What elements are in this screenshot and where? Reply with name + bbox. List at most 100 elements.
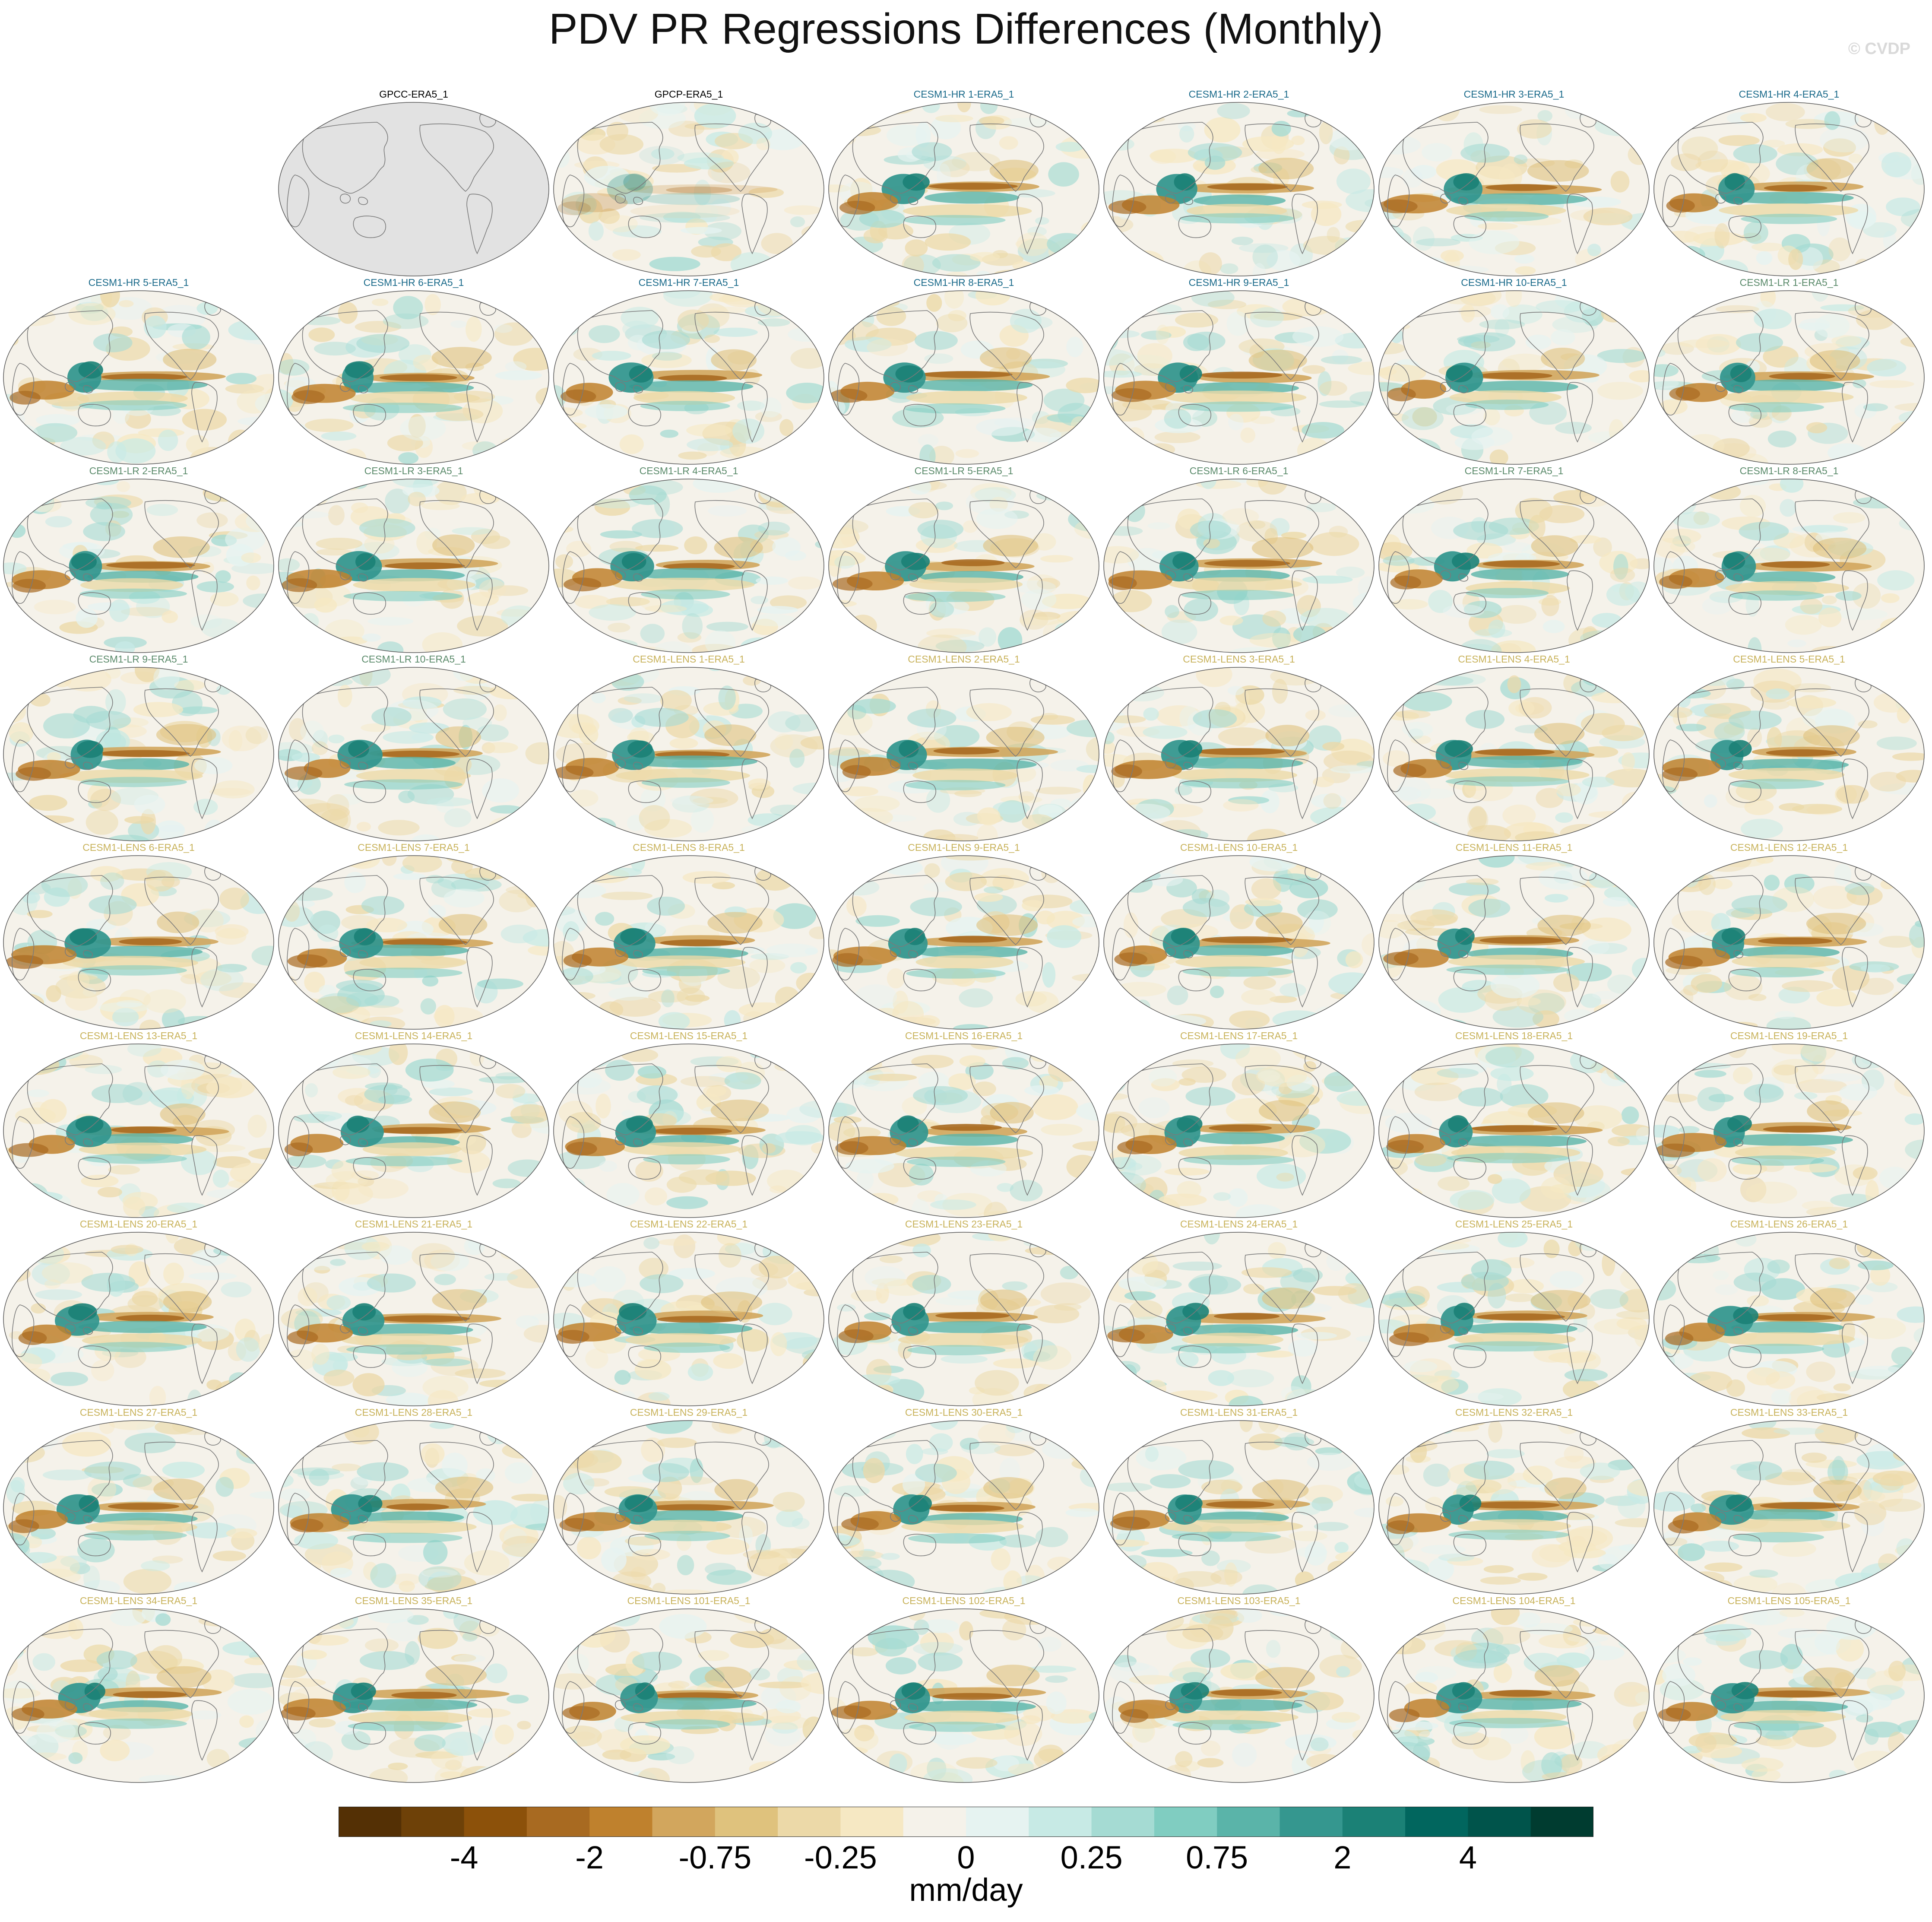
world-map	[1378, 1608, 1650, 1783]
panel-title: CESM1-HR 6-ERA5_1	[363, 277, 464, 288]
map-border	[3, 479, 274, 653]
colorbar-swatch	[1405, 1807, 1468, 1837]
panel-title: CESM1-LENS 1-ERA5_1	[633, 653, 745, 665]
world-map	[1103, 667, 1375, 841]
map-border	[1378, 290, 1650, 465]
panel-title: CESM1-LENS 104-ERA5_1	[1452, 1595, 1576, 1606]
coastlines	[1112, 490, 1321, 631]
map-border	[1103, 1043, 1375, 1218]
world-map	[1103, 855, 1375, 1030]
colorbar-swatch	[840, 1807, 904, 1837]
map-border	[1378, 855, 1650, 1030]
map-border	[828, 855, 1099, 1030]
map-border	[278, 1232, 549, 1406]
panel-title: CESM1-LENS 12-ERA5_1	[1730, 842, 1848, 853]
map-panel: CESM1-LENS 34-ERA5_1	[3, 1595, 275, 1783]
map-panel: CESM1-LENS 25-ERA5_1	[1378, 1218, 1650, 1407]
world-map	[1653, 102, 1925, 276]
panel-title: GPCP-ERA5_1	[654, 89, 723, 100]
coastlines	[1112, 867, 1321, 1008]
world-map	[278, 479, 549, 653]
coastlines	[12, 302, 221, 443]
map-panel: CESM1-LR 10-ERA5_1	[278, 653, 550, 842]
map-border	[3, 1232, 274, 1406]
map-border	[1653, 1420, 1925, 1595]
map-border	[278, 102, 549, 276]
map-border	[828, 1420, 1099, 1595]
map-panel: CESM1-LENS 26-ERA5_1	[1653, 1218, 1925, 1407]
map-panel: CESM1-LR 1-ERA5_1	[1653, 277, 1925, 465]
coastlines	[837, 1243, 1046, 1384]
panel-title: CESM1-LENS 35-ERA5_1	[355, 1595, 473, 1606]
world-map	[1378, 855, 1650, 1030]
map-panel: CESM1-HR 5-ERA5_1	[3, 277, 275, 465]
map-border	[1103, 667, 1375, 841]
coastlines	[287, 1243, 496, 1384]
coastlines	[837, 679, 1046, 819]
coastlines	[1662, 1620, 1872, 1761]
panel-title: CESM1-HR 3-ERA5_1	[1463, 89, 1565, 100]
figure-title: PDV PR Regressions Differences (Monthly)	[548, 5, 1384, 53]
panel-title: CESM1-LR 8-ERA5_1	[1739, 465, 1839, 476]
map-border	[1378, 1232, 1650, 1406]
panel-title: CESM1-LENS 5-ERA5_1	[1733, 653, 1845, 665]
colorbar-tick-label: -2	[575, 1840, 604, 1875]
map-panel: CESM1-HR 9-ERA5_1	[1103, 277, 1375, 465]
panel-title: CESM1-LENS 105-ERA5_1	[1727, 1595, 1851, 1606]
world-map	[278, 1043, 549, 1218]
map-border	[278, 290, 549, 465]
coastlines	[1662, 1432, 1872, 1573]
panel-title: CESM1-LR 2-ERA5_1	[89, 465, 188, 476]
world-map	[1378, 1043, 1650, 1218]
colorbar-swatch	[401, 1807, 465, 1837]
world-map	[1653, 1420, 1925, 1595]
map-border	[1103, 1608, 1375, 1783]
map-panel: CESM1-LENS 11-ERA5_1	[1378, 842, 1650, 1030]
world-map	[1653, 290, 1925, 465]
coastlines	[1662, 867, 1872, 1008]
colorbar-swatch	[589, 1807, 652, 1837]
panel-title: CESM1-LENS 23-ERA5_1	[905, 1218, 1023, 1230]
panel-title: CESM1-HR 9-ERA5_1	[1188, 277, 1289, 288]
colorbar-swatch	[1091, 1807, 1155, 1837]
map-border	[3, 290, 274, 465]
map-panel: CESM1-LENS 105-ERA5_1	[1653, 1595, 1925, 1783]
map-border	[1378, 1420, 1650, 1595]
colorbar-tick-label: -0.25	[804, 1840, 877, 1875]
map-panel: CESM1-LENS 28-ERA5_1	[278, 1407, 550, 1595]
map-border	[1653, 1232, 1925, 1406]
coastlines	[12, 490, 221, 631]
map-panel: CESM1-LENS 102-ERA5_1	[828, 1595, 1100, 1783]
world-map	[828, 1608, 1099, 1783]
coastlines	[562, 114, 771, 254]
colorbar-swatch	[1154, 1807, 1217, 1837]
panel-title: CESM1-LENS 6-ERA5_1	[82, 842, 195, 853]
map-panel: CESM1-HR 4-ERA5_1	[1653, 89, 1925, 277]
map-border	[1103, 855, 1375, 1030]
coastlines	[837, 867, 1046, 1008]
coastlines	[1387, 114, 1596, 254]
world-map	[553, 1608, 824, 1783]
colorbar-tick-label: 0.25	[1060, 1840, 1123, 1875]
map-border	[553, 667, 824, 841]
map-border	[1653, 1043, 1925, 1218]
map-border	[3, 855, 274, 1030]
map-border	[278, 1043, 549, 1218]
world-map	[1378, 290, 1650, 465]
panel-title: CESM1-HR 10-ERA5_1	[1461, 277, 1567, 288]
world-map	[278, 102, 549, 276]
world-map	[1103, 1043, 1375, 1218]
map-border	[553, 102, 824, 276]
colorbar-swatch	[1217, 1807, 1280, 1837]
coastlines	[1662, 1055, 1872, 1196]
map-border	[828, 479, 1099, 653]
panel-title: CESM1-LR 10-ERA5_1	[361, 653, 466, 665]
world-map	[1653, 479, 1925, 653]
map-border	[1653, 1608, 1925, 1783]
map-panel: CESM1-LENS 20-ERA5_1	[3, 1218, 275, 1407]
coastlines	[1112, 1055, 1321, 1196]
panel-title: CESM1-LENS 7-ERA5_1	[358, 842, 470, 853]
world-map	[828, 102, 1099, 276]
world-map	[3, 290, 274, 465]
world-map	[828, 1232, 1099, 1406]
